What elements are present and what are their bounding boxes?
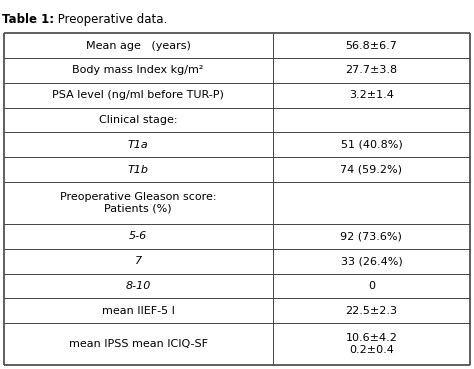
Text: 27.7±3.8: 27.7±3.8 bbox=[346, 65, 397, 75]
Text: 7: 7 bbox=[135, 256, 142, 266]
Text: Preoperative Gleason score:
Patients (%): Preoperative Gleason score: Patients (%) bbox=[60, 192, 217, 214]
Text: 3.2±1.4: 3.2±1.4 bbox=[349, 90, 394, 100]
Text: Table 1:: Table 1: bbox=[2, 13, 55, 26]
Text: mean IPSS mean ICIQ-SF: mean IPSS mean ICIQ-SF bbox=[69, 339, 208, 349]
Text: 22.5±2.3: 22.5±2.3 bbox=[346, 306, 397, 316]
Text: PSA level (ng/ml before TUR-P): PSA level (ng/ml before TUR-P) bbox=[52, 90, 224, 100]
Text: Mean age   (years): Mean age (years) bbox=[86, 41, 191, 51]
Text: 51 (40.8%): 51 (40.8%) bbox=[340, 140, 402, 150]
Text: 0: 0 bbox=[368, 281, 375, 291]
Text: T1a: T1a bbox=[128, 140, 148, 150]
Text: Body mass Index kg/m²: Body mass Index kg/m² bbox=[73, 65, 204, 75]
Text: mean IIEF-5 I: mean IIEF-5 I bbox=[102, 306, 174, 316]
Text: 10.6±4.2
0.2±0.4: 10.6±4.2 0.2±0.4 bbox=[346, 334, 397, 355]
Text: 56.8±6.7: 56.8±6.7 bbox=[346, 41, 397, 51]
Text: 92 (73.6%): 92 (73.6%) bbox=[340, 231, 402, 241]
Text: 5-6: 5-6 bbox=[129, 231, 147, 241]
Text: Clinical stage:: Clinical stage: bbox=[99, 115, 177, 125]
Text: 74 (59.2%): 74 (59.2%) bbox=[340, 165, 402, 175]
Text: Preoperative data.: Preoperative data. bbox=[55, 13, 168, 26]
Text: 33 (26.4%): 33 (26.4%) bbox=[340, 256, 402, 266]
Text: T1b: T1b bbox=[128, 165, 149, 175]
Text: 8-10: 8-10 bbox=[126, 281, 151, 291]
